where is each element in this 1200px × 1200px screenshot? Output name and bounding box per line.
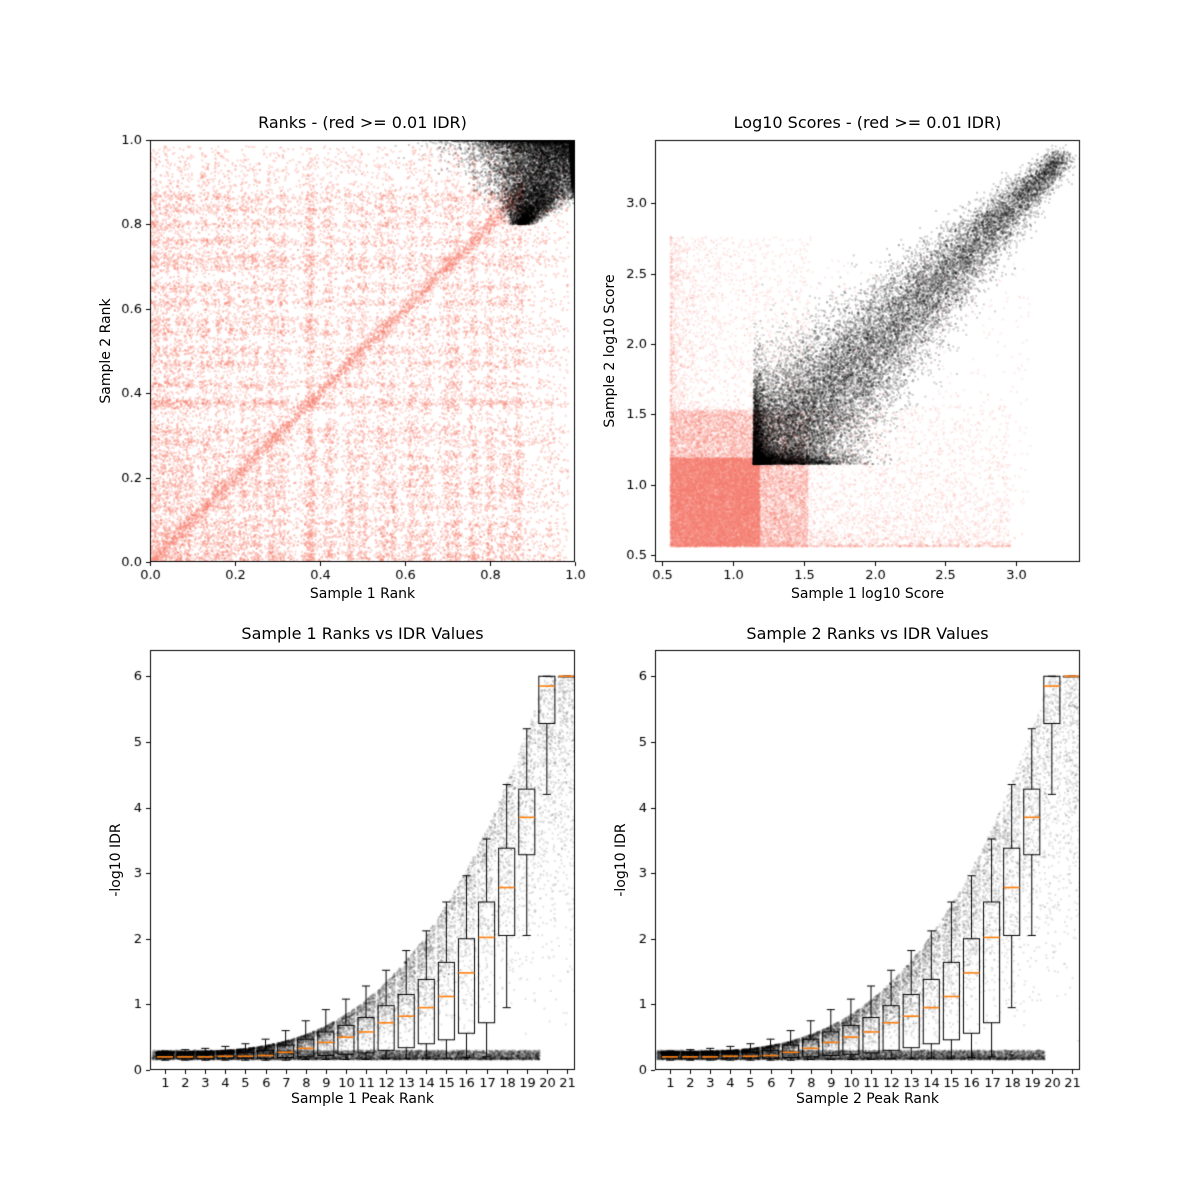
plot-title-sample2-idr: Sample 2 Ranks vs IDR Values xyxy=(746,624,989,643)
y-axis-label-sample1-idr: -log10 IDR xyxy=(108,823,124,897)
y-axis-label-ranks: Sample 2 Rank xyxy=(98,298,114,404)
x-axis-label-log10-scores: Sample 1 log10 Score xyxy=(790,586,945,602)
x-axis-label-ranks: Sample 1 Rank xyxy=(309,586,416,602)
plot-title-sample1-idr: Sample 1 Ranks vs IDR Values xyxy=(241,624,484,643)
y-axis-label-sample2-idr: -log10 IDR xyxy=(613,823,629,897)
plot-title-log10-scores: Log10 Scores - (red >= 0.01 IDR) xyxy=(733,113,1002,132)
y-axis-label-log10-scores: Sample 2 log10 Score xyxy=(602,274,618,428)
x-axis-label-sample2-peak-rank: Sample 2 Peak Rank xyxy=(796,1091,939,1107)
plot-title-ranks: Ranks - (red >= 0.01 IDR) xyxy=(258,113,467,132)
x-axis-label-sample1-peak-rank: Sample 1 Peak Rank xyxy=(291,1091,434,1107)
